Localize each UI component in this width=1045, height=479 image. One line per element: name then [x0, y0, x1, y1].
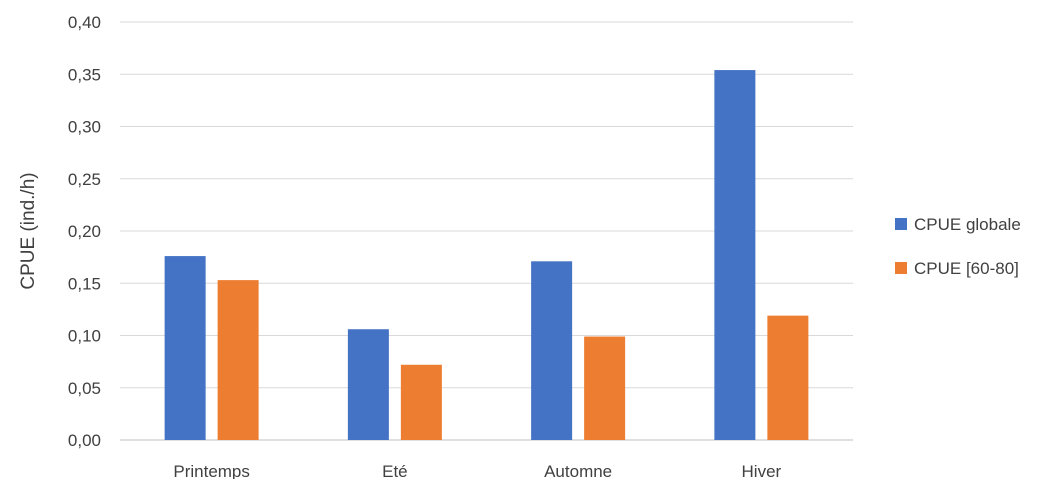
y-tick-label: 0,10 — [68, 327, 101, 346]
legend-label: CPUE globale — [914, 215, 1021, 234]
y-tick-label: 0,35 — [68, 65, 101, 84]
bar-60-80-0 — [217, 280, 259, 440]
y-tick-labels: 0,00 0,05 0,10 0,15 0,20 0,25 0,30 0,35 0,40 — [68, 13, 101, 450]
legend-swatch — [895, 262, 907, 274]
y-axis-title: CPUE (ind./h) — [18, 172, 39, 289]
y-tick-label: 0,25 — [68, 170, 101, 189]
legend-swatch — [895, 218, 907, 230]
legend-label: CPUE [60-80] — [914, 259, 1019, 278]
y-tick-label: 0,20 — [68, 222, 101, 241]
category-label: Hiver — [742, 462, 782, 479]
y-tick-label: 0,30 — [68, 118, 101, 137]
bar-globale-2 — [531, 261, 573, 440]
category-labels: Printemps Eté Automne Hiver — [173, 462, 781, 479]
bar-60-80-2 — [584, 336, 626, 440]
bar-60-80-3 — [767, 315, 809, 440]
legend: CPUE globale CPUE [60-80] — [895, 215, 1021, 278]
y-tick-label: 0,15 — [68, 274, 101, 293]
y-tick-label: 0,40 — [68, 13, 101, 32]
bar-globale-3 — [714, 70, 756, 440]
category-label: Automne — [544, 462, 612, 479]
y-tick-label: 0,05 — [68, 379, 101, 398]
bar-60-80-1 — [400, 364, 442, 440]
bar-globale-1 — [347, 329, 389, 440]
category-label: Eté — [382, 462, 408, 479]
y-tick-label: 0,00 — [68, 431, 101, 450]
bar-globale-0 — [164, 256, 206, 440]
bars — [164, 70, 809, 440]
category-label: Printemps — [173, 462, 250, 479]
